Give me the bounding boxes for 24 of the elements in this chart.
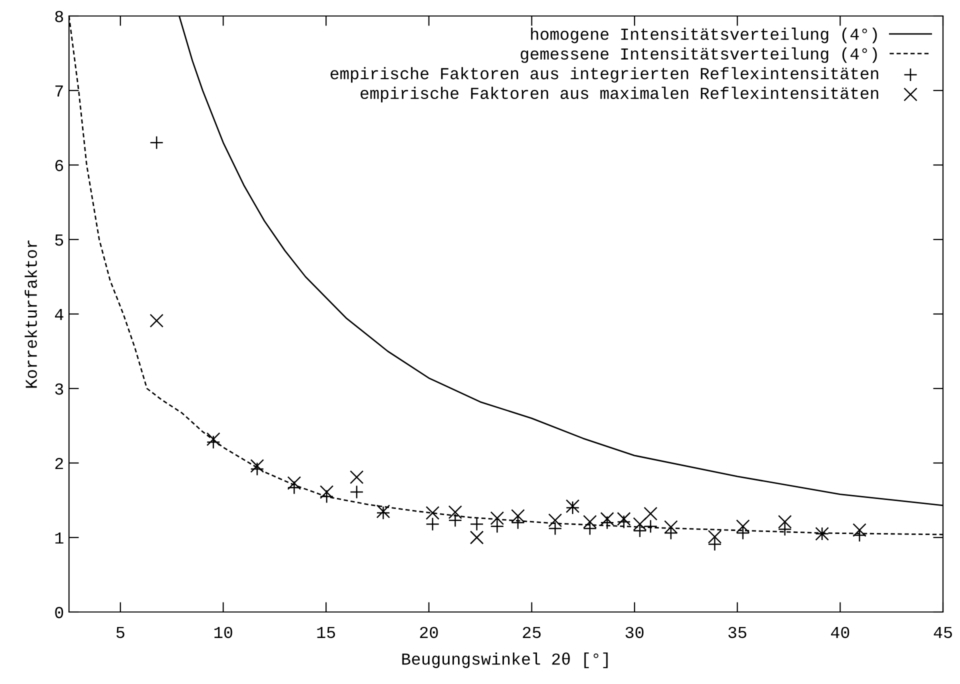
y-tick-label: 8 bbox=[55, 10, 64, 22]
y-tick-label: 1 bbox=[55, 532, 64, 544]
legend-label: empirische Faktoren aus maximalen Reflexintensitäten bbox=[360, 86, 878, 102]
y-tick-label: 7 bbox=[55, 86, 63, 97]
x-tick-label: 5 bbox=[116, 626, 124, 638]
x-tick-label: 20 bbox=[420, 626, 438, 638]
x-tick-label: 25 bbox=[522, 626, 541, 638]
x-tick-label: 45 bbox=[934, 626, 952, 638]
y-tick-label: 0 bbox=[55, 606, 64, 618]
x-tick-label: 40 bbox=[831, 626, 850, 638]
x-tick-label: 30 bbox=[626, 626, 644, 638]
legend-label: gemessene Intensitätsverteilung (4°) bbox=[520, 47, 877, 63]
y-tick-label: 5 bbox=[55, 234, 64, 246]
legend-label: empirische Faktoren aus integrierten Reflexintensitäten bbox=[330, 67, 878, 83]
y-tick-label: 3 bbox=[55, 383, 64, 395]
y-tick-label: 4 bbox=[54, 309, 64, 320]
x-tick-label: 10 bbox=[214, 626, 232, 638]
x-tick-label: 15 bbox=[317, 626, 335, 638]
legend-label: homogene Intensitätsverteilung (4°) bbox=[531, 28, 877, 44]
y-tick-label: 6 bbox=[55, 160, 64, 172]
x-axis-title: Beugungswinkel 2θ [°] bbox=[402, 652, 608, 668]
x-tick-label: 35 bbox=[728, 626, 746, 638]
y-tick-label: 2 bbox=[55, 458, 63, 470]
y-axis-title: Korrekturfaktor bbox=[24, 240, 37, 388]
